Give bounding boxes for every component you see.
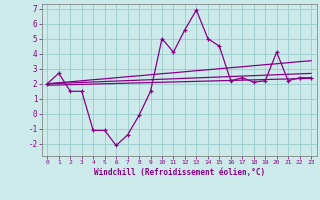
X-axis label: Windchill (Refroidissement éolien,°C): Windchill (Refroidissement éolien,°C) xyxy=(94,168,265,177)
